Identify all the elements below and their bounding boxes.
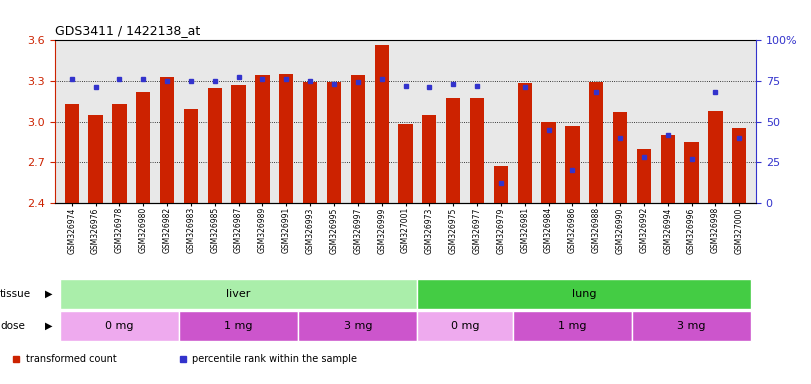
Text: percentile rank within the sample: percentile rank within the sample [192, 354, 358, 364]
Bar [303, 82, 317, 203]
Text: 0 mg: 0 mg [105, 321, 134, 331]
Text: ▶: ▶ [45, 289, 53, 299]
Bar [112, 104, 127, 203]
Bar [375, 45, 388, 203]
Bar [398, 124, 413, 203]
Bar [231, 85, 246, 203]
Bar [565, 126, 580, 203]
Bar [136, 92, 150, 203]
Bar [160, 77, 174, 203]
Bar [494, 166, 508, 203]
Bar [65, 104, 79, 203]
Bar [208, 88, 222, 203]
Bar [327, 82, 341, 203]
Bar [423, 115, 436, 203]
Bar [88, 115, 103, 203]
Text: lung: lung [572, 289, 597, 299]
Bar [661, 135, 675, 203]
Bar [350, 75, 365, 203]
Text: liver: liver [226, 289, 251, 299]
Bar [184, 109, 198, 203]
Text: transformed count: transformed count [26, 354, 116, 364]
Bar [637, 149, 651, 203]
Bar [418, 279, 751, 309]
Bar [513, 311, 632, 341]
Text: dose: dose [0, 321, 25, 331]
Bar [708, 111, 723, 203]
Bar [589, 82, 603, 203]
Text: GDS3411 / 1422138_at: GDS3411 / 1422138_at [55, 25, 200, 38]
Text: ▶: ▶ [45, 321, 53, 331]
Bar [470, 98, 484, 203]
Text: 0 mg: 0 mg [451, 321, 479, 331]
Bar [298, 311, 418, 341]
Bar [60, 279, 418, 309]
Bar [255, 75, 269, 203]
Bar [517, 83, 532, 203]
Bar [542, 121, 556, 203]
Bar [418, 311, 513, 341]
Bar [632, 311, 751, 341]
Text: 3 mg: 3 mg [677, 321, 706, 331]
Text: 3 mg: 3 mg [344, 321, 372, 331]
Text: tissue: tissue [0, 289, 31, 299]
Bar [613, 112, 627, 203]
Bar [279, 74, 294, 203]
Text: 1 mg: 1 mg [558, 321, 586, 331]
Text: 1 mg: 1 mg [225, 321, 253, 331]
Bar [179, 311, 298, 341]
Bar [732, 128, 746, 203]
Bar [446, 98, 461, 203]
Bar [684, 142, 699, 203]
Bar [60, 311, 179, 341]
